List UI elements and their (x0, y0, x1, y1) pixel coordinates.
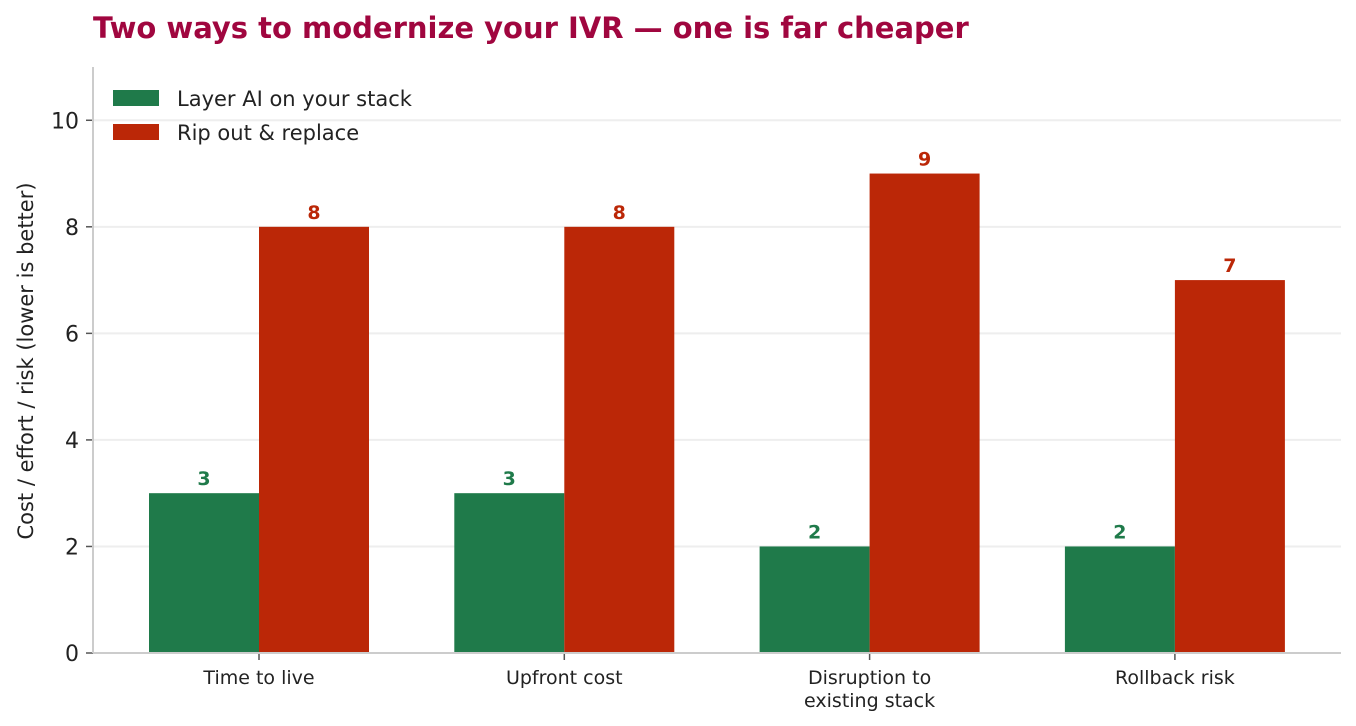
legend: Layer AI on your stack Rip out & replace (113, 87, 413, 145)
data-label: 7 (1223, 255, 1236, 277)
bar (1174, 280, 1285, 653)
chart-title: Two ways to modernize your IVR — one is … (93, 11, 969, 45)
data-label: 2 (808, 521, 821, 543)
y-tick-label: 6 (65, 322, 79, 347)
axes: 0 2 4 6 8 10 Time to live Upfront cost Disruptio… (51, 67, 1341, 712)
y-axis-title: Cost / effort / risk (lower is better) (14, 182, 38, 539)
legend-swatch (113, 90, 159, 106)
legend-label: Rip out & replace (177, 121, 359, 145)
data-label: 2 (1113, 521, 1126, 543)
x-tick-label: Time to live (202, 667, 314, 689)
y-tick-label: 4 (65, 429, 79, 454)
bar (869, 173, 980, 653)
bar (759, 546, 870, 653)
bar (564, 226, 675, 653)
bar (259, 226, 369, 653)
y-tick-label: 2 (65, 535, 79, 560)
data-label: 3 (197, 468, 210, 490)
x-tick-label: Upfront cost (506, 667, 623, 689)
x-tick-label: Rollback risk (1115, 667, 1235, 689)
x-tick-label: Disruption to existing stack (804, 667, 935, 712)
data-label: 3 (503, 468, 516, 490)
data-label: 8 (613, 202, 626, 224)
legend-label: Layer AI on your stack (177, 87, 413, 111)
bar (454, 493, 565, 653)
y-tick-label: 10 (51, 109, 79, 134)
data-label: 8 (307, 202, 320, 224)
y-tick-label: 8 (65, 216, 79, 241)
bar (149, 493, 259, 653)
bars (149, 173, 1285, 653)
legend-swatch (113, 124, 159, 140)
bar (1064, 546, 1175, 653)
y-tick-label: 0 (65, 642, 79, 667)
data-labels: 3 8 3 8 2 9 2 7 (197, 149, 1236, 544)
data-label: 9 (918, 149, 931, 171)
